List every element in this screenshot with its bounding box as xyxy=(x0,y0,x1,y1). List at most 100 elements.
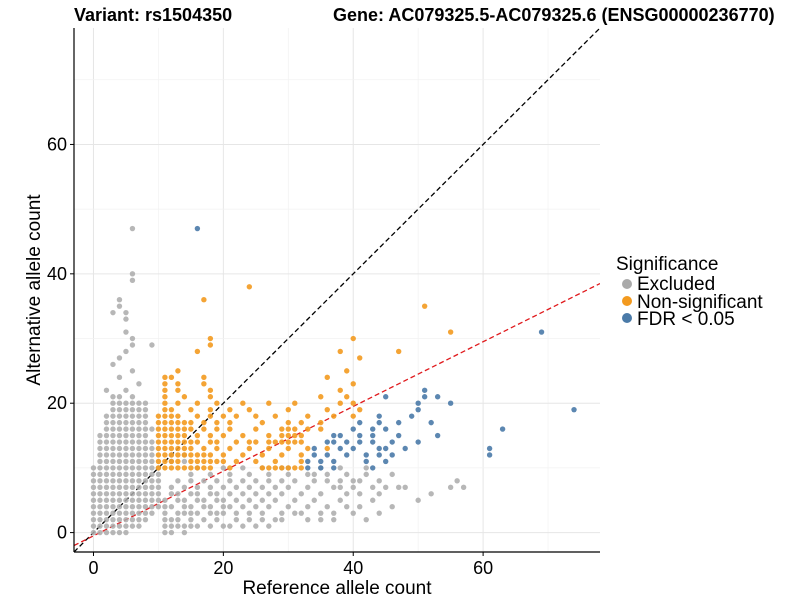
point-excluded xyxy=(90,465,97,471)
point-excluded xyxy=(207,523,214,529)
point-excluded xyxy=(136,419,142,426)
point-non-significant xyxy=(175,381,181,387)
point-excluded xyxy=(123,329,129,335)
point-fdr-0-05 xyxy=(370,465,376,471)
point-excluded xyxy=(305,516,311,523)
point-excluded xyxy=(194,484,201,491)
point-fdr-0-05 xyxy=(370,439,376,445)
point-excluded xyxy=(305,471,311,478)
point-non-significant xyxy=(175,419,181,426)
point-excluded xyxy=(90,471,97,478)
point-excluded xyxy=(103,458,110,465)
point-excluded xyxy=(129,342,136,348)
point-excluded xyxy=(337,465,343,471)
point-fdr-0-05 xyxy=(428,419,434,426)
point-excluded xyxy=(116,394,123,400)
point-excluded xyxy=(136,452,142,458)
point-excluded xyxy=(220,465,227,471)
point-excluded xyxy=(175,516,181,523)
points-layer xyxy=(90,225,577,536)
y-tick-label: 20 xyxy=(47,393,67,413)
point-excluded xyxy=(149,478,155,484)
point-fdr-0-05 xyxy=(357,432,363,439)
point-excluded xyxy=(227,523,233,529)
point-non-significant xyxy=(350,413,356,419)
point-excluded xyxy=(266,491,272,497)
point-excluded xyxy=(181,458,188,465)
point-excluded xyxy=(253,478,259,484)
point-non-significant xyxy=(305,426,311,432)
point-non-significant xyxy=(214,445,220,452)
point-non-significant xyxy=(194,458,201,465)
point-non-significant xyxy=(162,458,168,465)
point-excluded xyxy=(90,478,97,484)
point-excluded xyxy=(376,478,382,484)
point-excluded xyxy=(136,381,142,387)
point-excluded xyxy=(97,439,103,445)
point-excluded xyxy=(103,452,110,458)
point-non-significant xyxy=(298,432,304,439)
point-non-significant xyxy=(194,413,201,419)
point-non-significant xyxy=(201,297,207,303)
x-axis-title: Reference allele count xyxy=(242,578,432,599)
point-non-significant xyxy=(337,387,343,393)
point-non-significant xyxy=(298,458,304,465)
point-excluded xyxy=(149,458,155,465)
point-fdr-0-05 xyxy=(395,432,402,439)
point-excluded xyxy=(181,504,188,510)
point-non-significant xyxy=(207,452,214,458)
point-fdr-0-05 xyxy=(415,439,421,445)
point-excluded xyxy=(116,491,123,497)
point-non-significant xyxy=(207,406,214,413)
point-non-significant xyxy=(175,432,181,439)
reference-line-identity xyxy=(74,28,600,552)
point-excluded xyxy=(350,484,356,491)
point-non-significant xyxy=(175,465,181,471)
point-excluded xyxy=(123,419,129,426)
point-excluded xyxy=(298,491,304,497)
point-non-significant xyxy=(214,426,220,432)
point-fdr-0-05 xyxy=(337,432,343,439)
point-non-significant xyxy=(188,426,194,432)
point-excluded xyxy=(305,504,311,510)
point-non-significant xyxy=(188,445,194,452)
point-excluded xyxy=(246,471,253,478)
point-non-significant xyxy=(207,413,214,419)
point-excluded xyxy=(129,335,136,342)
point-excluded xyxy=(110,413,116,419)
point-excluded xyxy=(136,478,142,484)
point-excluded xyxy=(266,478,272,484)
point-excluded xyxy=(116,400,123,406)
point-excluded xyxy=(103,426,110,432)
point-excluded xyxy=(337,497,343,503)
point-excluded xyxy=(97,504,103,510)
point-non-significant xyxy=(168,426,175,432)
point-excluded xyxy=(155,484,162,491)
point-excluded xyxy=(123,316,129,322)
point-non-significant xyxy=(188,419,194,426)
point-excluded xyxy=(116,529,123,536)
point-excluded xyxy=(227,471,233,478)
point-non-significant xyxy=(292,465,298,471)
point-non-significant xyxy=(155,465,162,471)
point-excluded xyxy=(110,458,116,465)
point-excluded xyxy=(129,406,136,413)
point-excluded xyxy=(253,504,259,510)
point-non-significant xyxy=(155,439,162,445)
point-non-significant xyxy=(194,465,201,471)
point-non-significant xyxy=(207,439,214,445)
point-excluded xyxy=(272,516,279,523)
point-excluded xyxy=(389,471,395,478)
point-non-significant xyxy=(272,458,279,465)
point-excluded xyxy=(129,413,136,419)
point-excluded xyxy=(324,478,330,484)
point-excluded xyxy=(116,439,123,445)
point-non-significant xyxy=(162,426,168,432)
point-fdr-0-05 xyxy=(486,452,493,458)
point-excluded xyxy=(136,400,142,406)
point-excluded xyxy=(103,529,110,536)
point-non-significant xyxy=(175,445,181,452)
point-non-significant xyxy=(188,406,194,413)
point-non-significant xyxy=(201,458,207,465)
point-excluded xyxy=(129,504,136,510)
